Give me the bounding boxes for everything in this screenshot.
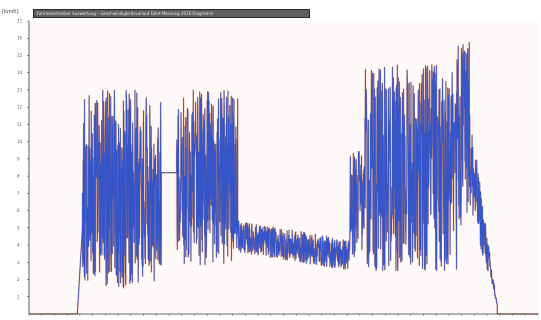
- chart-title-bar: Fahrtenschreiber Auswertung – Geschwindi…: [33, 9, 310, 18]
- y-tick-label: 13: [17, 87, 23, 92]
- y-tick-label: 4: [17, 243, 20, 248]
- y-tick-label: 11: [17, 122, 23, 127]
- y-tick-label: 16: [17, 36, 23, 41]
- y-tick-label: 9: [17, 156, 20, 161]
- y-tick-label: 15: [17, 53, 23, 58]
- y-tick-label: 1: [17, 294, 20, 299]
- series-group: [29, 41, 538, 315]
- y-tick-label: 6: [17, 208, 20, 213]
- y-tick-label: 12: [17, 105, 23, 110]
- y-tick-label: 17: [17, 19, 23, 24]
- y-tick-label: 8: [17, 174, 20, 179]
- y-tick-label: 10: [17, 139, 23, 144]
- series-main-line: [29, 42, 538, 315]
- y-axis-unit-label: [km/h]: [2, 9, 19, 15]
- y-tick-label: 14: [17, 70, 23, 75]
- y-tick-label: 3: [17, 260, 20, 265]
- y-tick-label: 5: [17, 225, 20, 230]
- y-tick-label: 7: [17, 191, 20, 196]
- y-tick-label: 2: [17, 277, 20, 282]
